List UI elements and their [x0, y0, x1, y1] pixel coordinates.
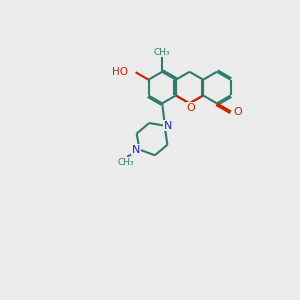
Text: CH₃: CH₃	[117, 158, 134, 166]
Text: CH₃: CH₃	[154, 48, 170, 57]
Text: O: O	[233, 106, 242, 116]
Text: N: N	[164, 121, 172, 131]
Text: HO: HO	[112, 67, 128, 77]
Text: N: N	[132, 145, 140, 155]
Text: O: O	[187, 103, 195, 113]
